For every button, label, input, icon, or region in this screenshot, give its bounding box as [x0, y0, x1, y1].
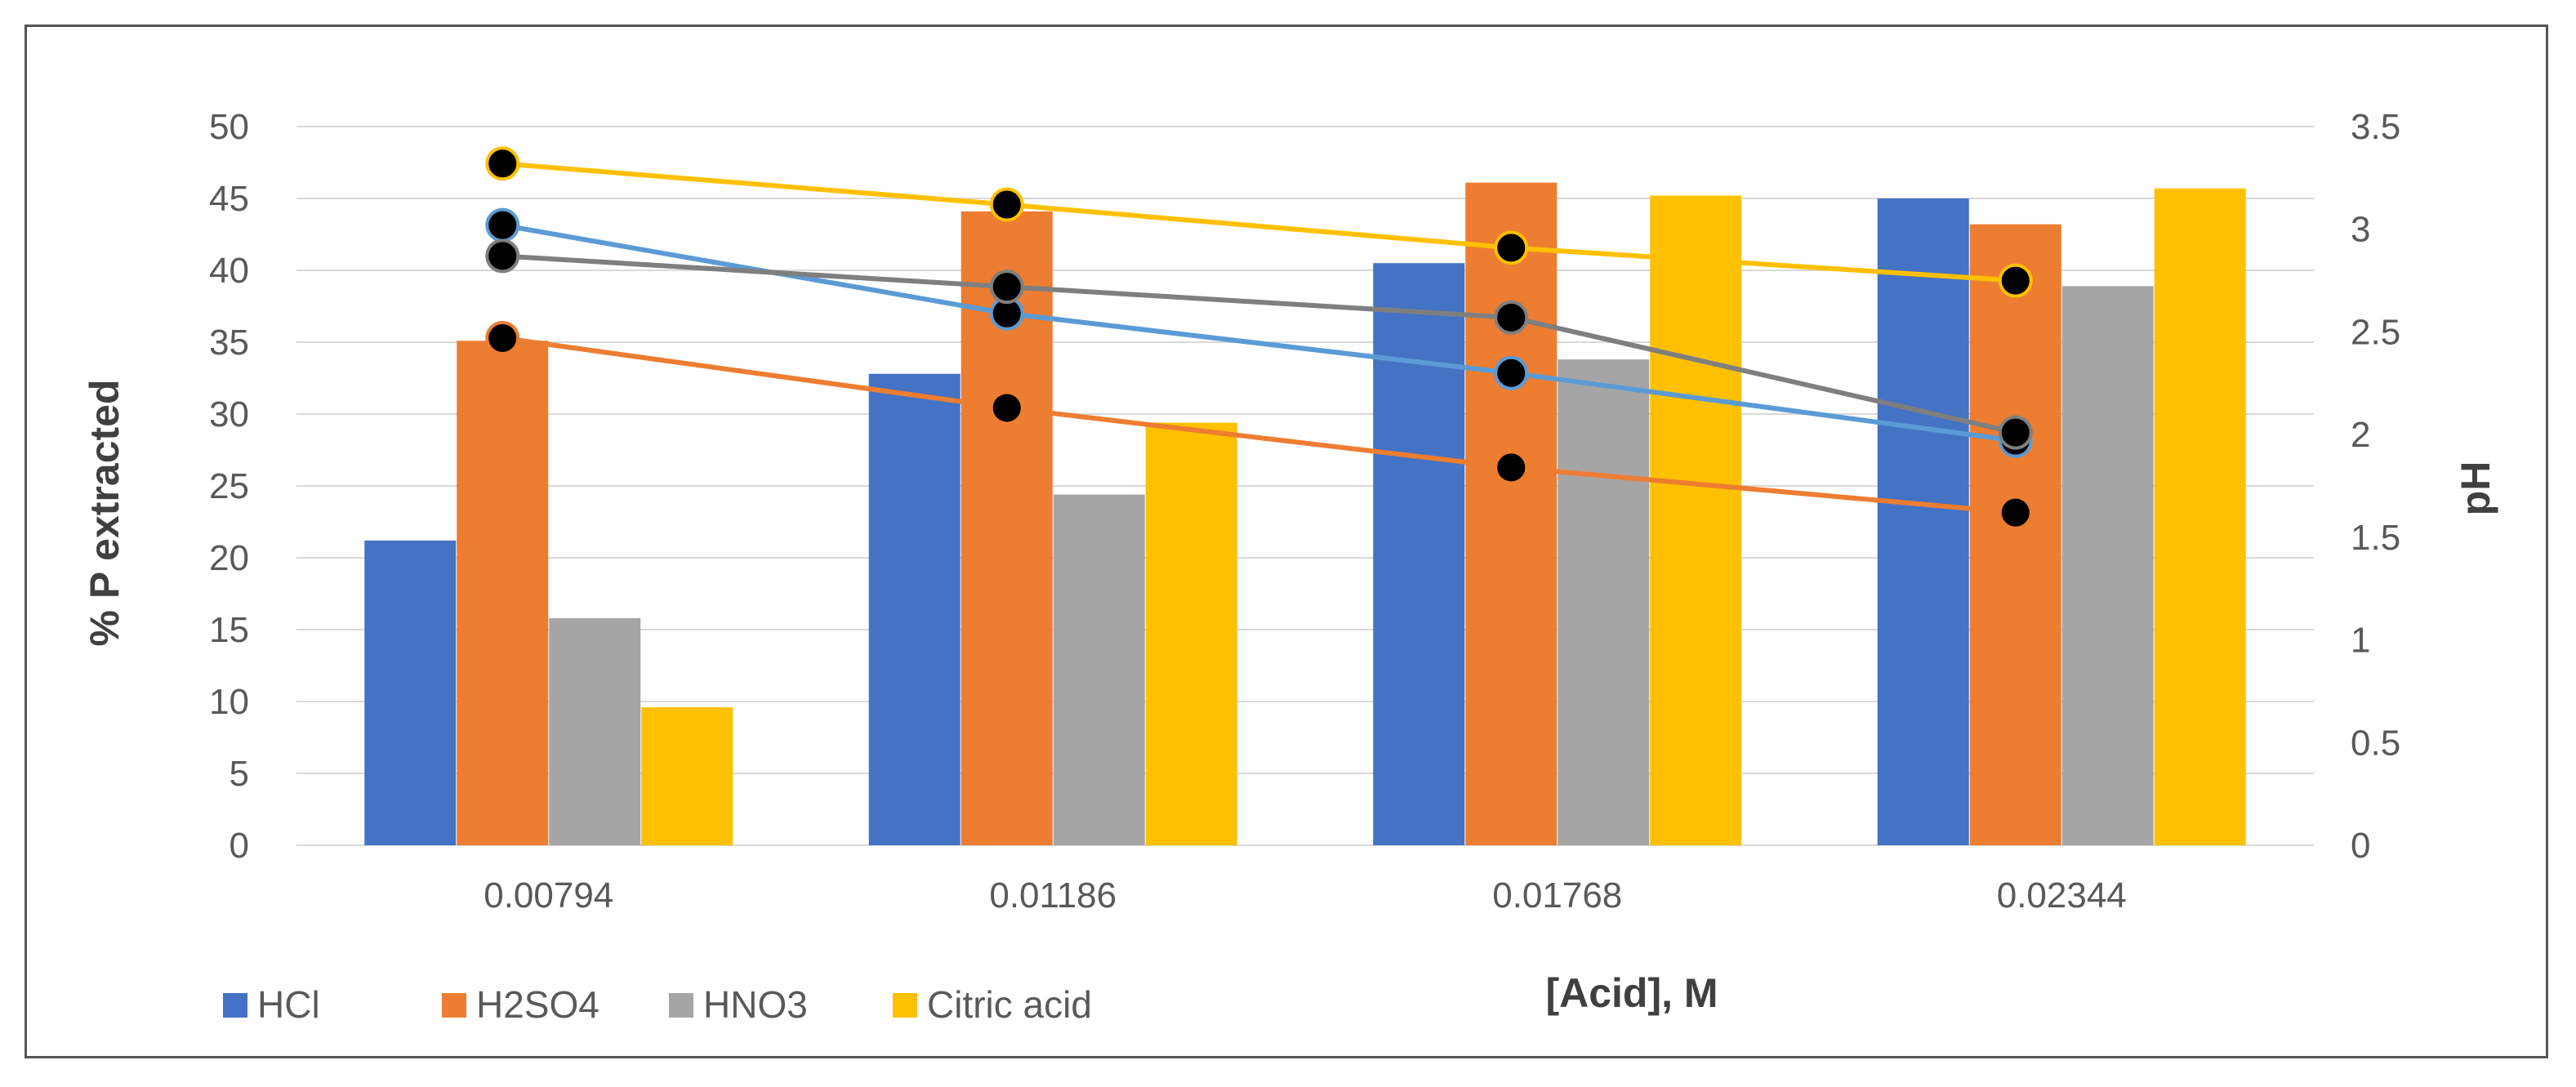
bar-citric-acid	[641, 707, 733, 845]
ph-marker	[485, 207, 520, 243]
ph-markers	[485, 146, 2033, 530]
bar-citric-acid	[2154, 188, 2246, 845]
bar-h2so4	[1465, 182, 1558, 845]
y2-tick-label: 3.5	[2351, 107, 2400, 147]
ph-marker	[1494, 230, 1529, 265]
y-tick-label: 15	[209, 610, 249, 650]
y-tick-label: 40	[209, 251, 249, 291]
y2-tick-label: 2.5	[2351, 312, 2400, 352]
bar-hcl	[1373, 263, 1465, 845]
bar-citric-acid	[1650, 195, 1742, 846]
ph-marker	[1494, 355, 1529, 390]
y-tick-label: 20	[209, 538, 249, 578]
ph-marker	[989, 270, 1024, 305]
y2-tick-label: 0	[2351, 826, 2370, 866]
y-tick-label: 50	[209, 107, 249, 147]
legend-label: HCl	[257, 983, 320, 1026]
right-axis-ticks: 0 0.5 1 1.5 2 2.5 3 3.5	[2351, 107, 2400, 866]
ph-marker	[485, 146, 520, 181]
legend-swatch	[442, 993, 466, 1018]
legend-swatch	[223, 993, 247, 1018]
y2-axis-title: pH	[2453, 461, 2498, 516]
bar-hcl	[364, 540, 457, 845]
y2-tick-label: 1.5	[2351, 518, 2400, 558]
ph-marker	[1494, 300, 1529, 335]
legend-label: Citric acid	[927, 983, 1092, 1026]
ph-lines	[501, 161, 2017, 515]
chart-svg: 0 5 10 15 20 25 30 35 40 45 50 0 0.5 1 1.5 2 2.5 3 3.5 0.…	[82, 107, 2498, 1026]
ph-marker	[485, 320, 520, 355]
x-tick-label: 0.01768	[1492, 875, 1622, 915]
ph-marker	[1998, 263, 2033, 298]
ph-line-hno3-ph	[502, 253, 2017, 435]
legend-label: HNO3	[703, 983, 808, 1026]
ph-line-citric-acid-ph	[502, 161, 2016, 283]
x-tick-label: 0.00794	[484, 875, 613, 915]
legend-label: H2SO4	[476, 983, 599, 1026]
bar-hcl	[868, 373, 960, 846]
bar-hno3	[1053, 494, 1145, 845]
bar-hno3	[2061, 286, 2154, 845]
bar-h2so4	[457, 341, 549, 845]
y-tick-label: 10	[209, 682, 249, 722]
y2-tick-label: 1	[2351, 621, 2370, 661]
y-tick-label: 45	[209, 179, 249, 219]
ph-marker	[485, 238, 520, 274]
bar-citric-acid	[1145, 422, 1237, 845]
y-axis-title: % P extracted	[82, 379, 127, 646]
ph-marker	[1494, 450, 1529, 485]
y-tick-label: 35	[209, 323, 249, 363]
y2-tick-label: 0.5	[2351, 723, 2400, 763]
ph-marker	[989, 187, 1024, 222]
y2-tick-label: 3	[2351, 210, 2370, 250]
ph-line-hcl-ph	[501, 222, 2017, 443]
ph-marker	[1998, 415, 2033, 450]
legend-swatch	[669, 993, 693, 1018]
ph-line-h2so4-ph	[501, 335, 2017, 515]
bar-h2so4	[1969, 224, 2061, 845]
ph-marker	[989, 390, 1024, 425]
bars	[364, 182, 2246, 846]
legend-swatch	[893, 993, 917, 1018]
y2-tick-label: 2	[2351, 415, 2370, 455]
x-tick-label: 0.02344	[1997, 875, 2127, 915]
x-tick-label: 0.01186	[989, 875, 1116, 915]
y-tick-label: 5	[230, 754, 249, 794]
bar-hno3	[549, 617, 641, 845]
ph-marker	[1998, 495, 2033, 530]
y-tick-label: 30	[209, 394, 249, 434]
left-axis-ticks: 0 5 10 15 20 25 30 35 40 45 50	[209, 107, 249, 866]
x-axis-ticks: 0.00794 0.01186 0.01768 0.02344	[484, 875, 2127, 915]
y-tick-label: 25	[209, 466, 249, 506]
legend: HCl H2SO4 HNO3 Citric acid	[223, 983, 1092, 1026]
bar-hno3	[1558, 359, 1650, 845]
x-axis-title: [Acid], M	[1545, 970, 1718, 1016]
bar-hcl	[1877, 198, 1969, 845]
y-tick-label: 0	[230, 826, 249, 866]
chart-frame: 0 5 10 15 20 25 30 35 40 45 50 0 0.5 1 1.5 2 2.5 3 3.5 0.…	[25, 25, 2548, 1058]
